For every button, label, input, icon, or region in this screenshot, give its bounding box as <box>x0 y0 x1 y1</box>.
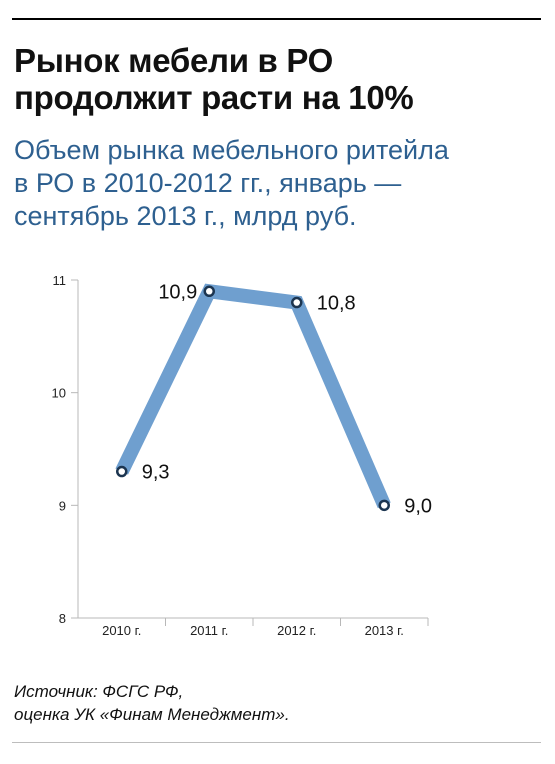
subtitle-line-2: в РО в 2010-2012 гг., январь — <box>14 168 402 198</box>
data-point <box>203 285 215 298</box>
x-tick-label: 2012 г. <box>277 623 316 638</box>
source-line-1: Источник: ФСГС РФ, <box>14 682 184 701</box>
series-line <box>115 283 391 509</box>
y-tick-label: 10 <box>52 386 66 401</box>
headline: Рынок мебели в РО продолжит расти на 10% <box>14 42 534 116</box>
source-line-2: оценка УК «Финам Менеджмент». <box>14 705 290 724</box>
x-tick-label: 2010 г. <box>102 623 141 638</box>
y-tick-label: 8 <box>59 611 66 626</box>
headline-line-2: продолжит расти на 10% <box>14 79 414 116</box>
data-label: 10,8 <box>317 293 356 315</box>
top-rule <box>12 18 541 20</box>
line-chart: 8 9 10 11 2010 г. 2011 г. 2012 г. 2013 г. 9,3 10,… <box>52 273 433 638</box>
source-note: Источник: ФСГС РФ, оценка УК «Финам Мене… <box>14 680 534 726</box>
subtitle-line-1: Объем рынка мебельного ритейла <box>14 135 449 165</box>
data-point <box>116 465 128 478</box>
y-tick-label: 9 <box>59 498 66 513</box>
data-point <box>378 499 390 512</box>
chart-subtitle: Объем рынка мебельного ритейла в РО в 20… <box>14 134 539 233</box>
y-tick-label: 11 <box>53 273 67 288</box>
subtitle-line-3: сентябрь 2013 г., млрд руб. <box>14 201 357 231</box>
data-point <box>291 296 303 309</box>
data-label: 10,9 <box>158 281 197 303</box>
bottom-rule <box>12 742 541 743</box>
data-label: 9,3 <box>142 462 170 484</box>
x-tick-label: 2013 г. <box>365 623 404 638</box>
headline-line-1: Рынок мебели в РО <box>14 42 334 79</box>
x-tick-label: 2011 г. <box>190 623 228 638</box>
data-label: 9,0 <box>404 495 432 517</box>
